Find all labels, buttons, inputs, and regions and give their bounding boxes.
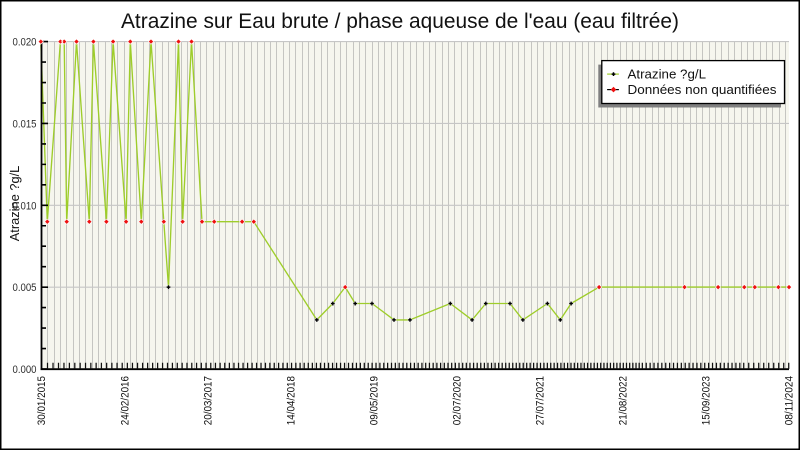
svg-text:14/04/2018: 14/04/2018	[285, 376, 297, 425]
svg-text:09/05/2019: 09/05/2019	[368, 376, 380, 425]
svg-text:Atrazine ?g/L: Atrazine ?g/L	[628, 67, 707, 81]
svg-text:Atrazine ?g/L: Atrazine ?g/L	[7, 166, 22, 242]
svg-text:24/02/2016: 24/02/2016	[119, 376, 131, 425]
svg-text:0.000: 0.000	[13, 364, 37, 376]
svg-text:0.010: 0.010	[13, 200, 37, 212]
svg-text:0.015: 0.015	[13, 119, 37, 131]
svg-text:0.020: 0.020	[13, 37, 37, 49]
svg-text:08/11/2024: 08/11/2024	[784, 376, 796, 425]
svg-text:27/07/2021: 27/07/2021	[535, 376, 547, 425]
svg-text:20/03/2017: 20/03/2017	[202, 376, 214, 425]
svg-text:Données non quantifiées: Données non quantifiées	[628, 83, 777, 97]
svg-text:Atrazine sur Eau brute / phase: Atrazine sur Eau brute / phase aqueuse d…	[121, 10, 679, 33]
svg-text:0.005: 0.005	[13, 282, 37, 294]
svg-text:02/07/2020: 02/07/2020	[452, 376, 464, 425]
svg-text:30/01/2015: 30/01/2015	[36, 376, 48, 425]
svg-text:15/09/2023: 15/09/2023	[701, 376, 713, 425]
svg-text:21/08/2022: 21/08/2022	[618, 376, 630, 425]
